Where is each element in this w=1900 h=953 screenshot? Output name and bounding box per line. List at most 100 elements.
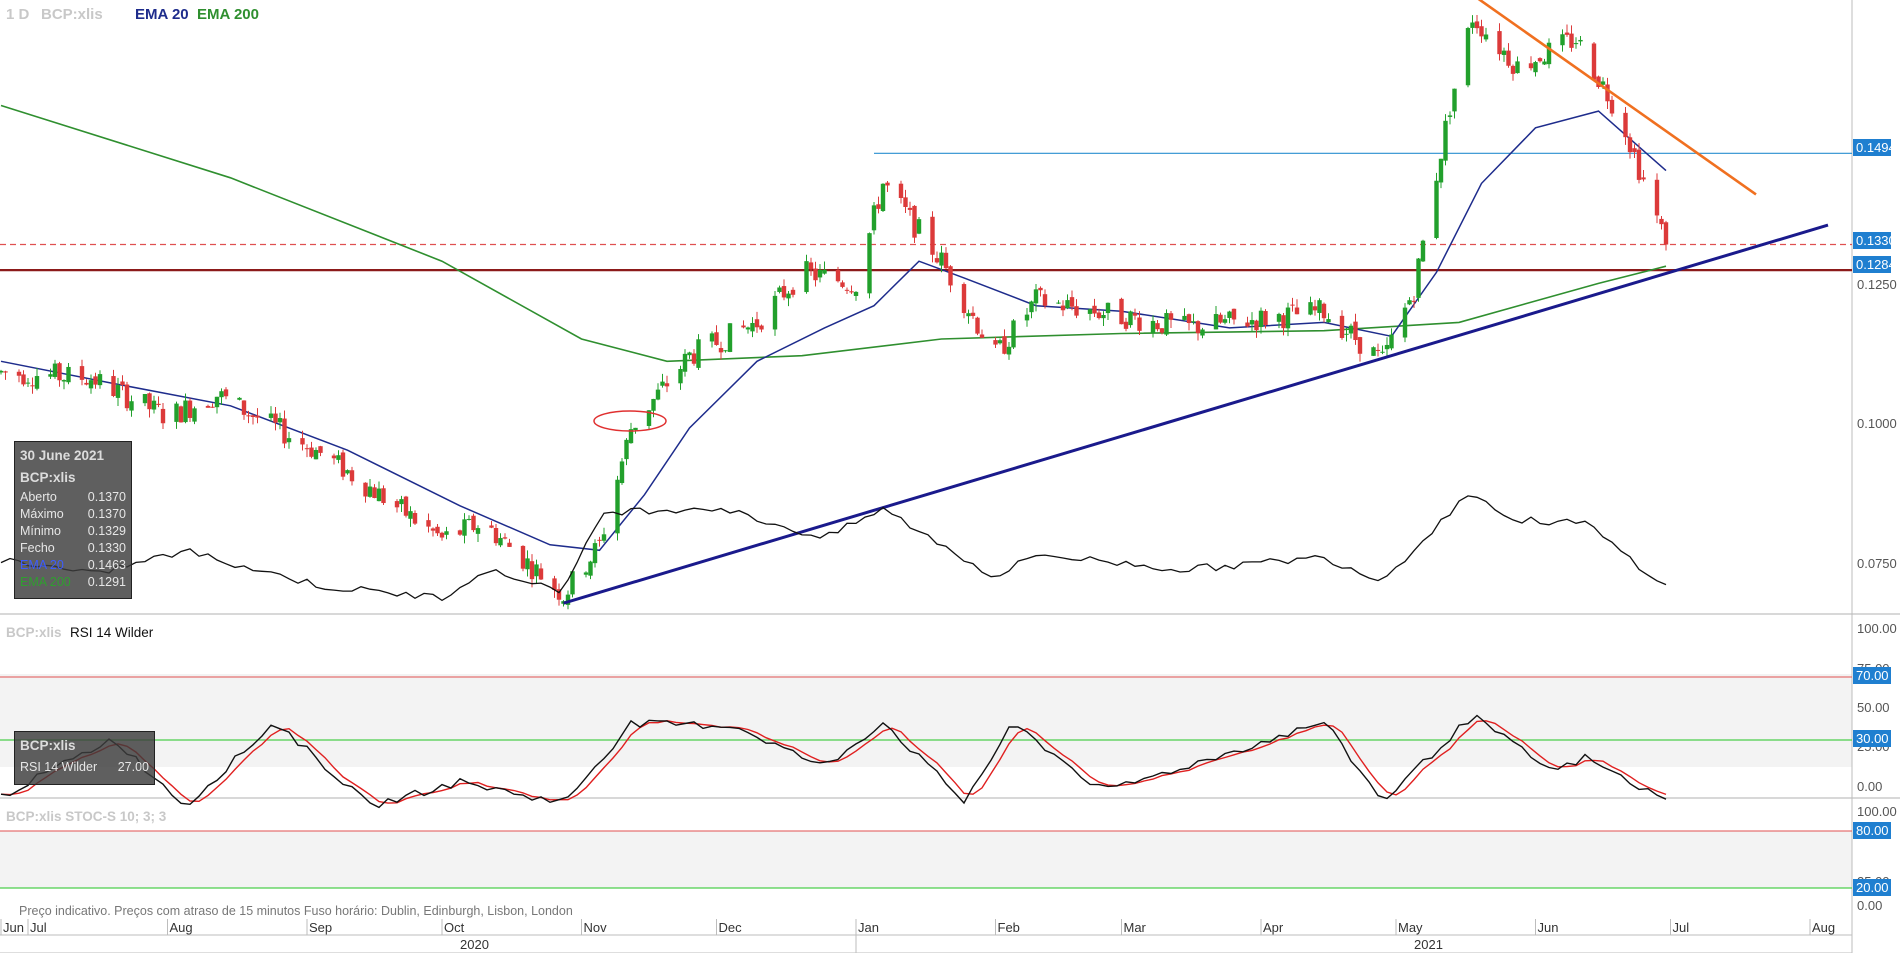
price-tag-resistance-text: 0.1494 [1856,140,1896,155]
candle [93,372,98,389]
candle [556,583,562,606]
x-month-label: Sep [309,920,332,935]
info-symbol: BCP:xlis [20,470,76,485]
candle [381,485,386,505]
candle [1654,173,1660,224]
candle [435,524,440,537]
rsi-info-label: RSI 14 Wilder [20,760,98,774]
candle [1218,312,1223,324]
candle [1056,300,1061,304]
candle [1506,43,1511,68]
candle [268,406,274,422]
stoch-tick-100: 100.00 [1857,804,1897,819]
x-year-label: 2020 [460,937,489,952]
candle [1542,58,1547,65]
candle [214,396,220,414]
candle [678,365,683,390]
candle [646,410,652,431]
candle [1528,56,1534,71]
candle [1033,284,1039,312]
candle [1605,77,1610,110]
highlight-ellipse [593,410,667,432]
candle [651,398,656,418]
candle [781,279,787,301]
candle [786,290,791,307]
rsi-info-row: RSI 14 Wilder 27.00 [20,759,149,776]
candle [115,377,121,406]
candle [313,447,319,460]
candle [1132,308,1138,320]
candle [1038,286,1043,297]
candle [1411,296,1417,309]
candle [1200,327,1205,339]
rsi-tag-30-text: 30.00 [1856,731,1889,746]
candle [1627,133,1633,159]
candle [1060,300,1066,317]
candle [88,374,94,394]
candle [817,264,823,283]
candle [1465,26,1471,88]
candle [966,309,971,324]
candle [1029,300,1034,319]
candle [210,403,215,408]
candle [444,526,449,540]
candle [597,536,602,547]
candle [570,570,575,598]
rsi-tag-70-text: 70.00 [1856,668,1889,683]
candle [399,495,404,512]
candle [628,422,634,444]
candle [1186,313,1192,331]
info-value-open: 0.1370 [87,490,126,504]
price-panel[interactable] [0,0,1852,612]
candle [1002,329,1007,355]
x-axis: Jun Jul Aug Sep Oct Nov Dec Jan Feb Mar Apr May Jun J… [0,919,1835,953]
price-tag-support [1853,256,1891,273]
candle [1123,317,1129,332]
candle [1096,308,1102,320]
y-tick-0075: 0.0750 [1857,556,1897,571]
candle [318,445,323,457]
x-month-label: Jun [3,920,24,935]
ema200-legend: EMA 200 [197,6,259,23]
candle [997,338,1003,345]
candle [1308,296,1313,316]
candle [1092,298,1097,318]
candle [1510,64,1516,81]
candle [615,475,620,541]
x-month-label: Nov [584,920,608,935]
y-tick-0125: 0.1250 [1857,277,1897,292]
candle [1533,60,1538,77]
info-label-ema20: EMA 20 [20,558,64,572]
x-month-label: Aug [1812,920,1835,935]
candle [309,441,314,459]
rsi-tag-30 [1853,730,1891,747]
info-label-close: Fecho [20,541,55,555]
rsi-tag-70 [1853,667,1891,684]
candle [1438,158,1444,189]
candle [178,405,184,423]
candle [1447,111,1453,125]
candle [1389,328,1394,351]
candle [759,324,764,333]
candle [1564,24,1570,37]
candle [723,350,728,353]
candle [1159,327,1165,335]
candle [430,527,436,537]
interval-label: 1 D [6,6,30,23]
candle [1231,308,1237,325]
info-row-high: Máximo 0.1370 [20,506,126,523]
candle [156,396,161,408]
candle [1164,309,1169,337]
candle [808,257,814,276]
candle [403,495,409,518]
candle [205,404,211,408]
candle [1326,313,1331,323]
stoch-tag-20-text: 20.00 [1856,880,1889,895]
candle [588,560,593,580]
candle [129,395,134,417]
rsi-info-box: BCP:xlis RSI 14 Wilder 27.00 [14,731,155,785]
candle [1101,311,1106,327]
x-month-label: Dec [719,920,743,935]
candle [219,388,224,405]
